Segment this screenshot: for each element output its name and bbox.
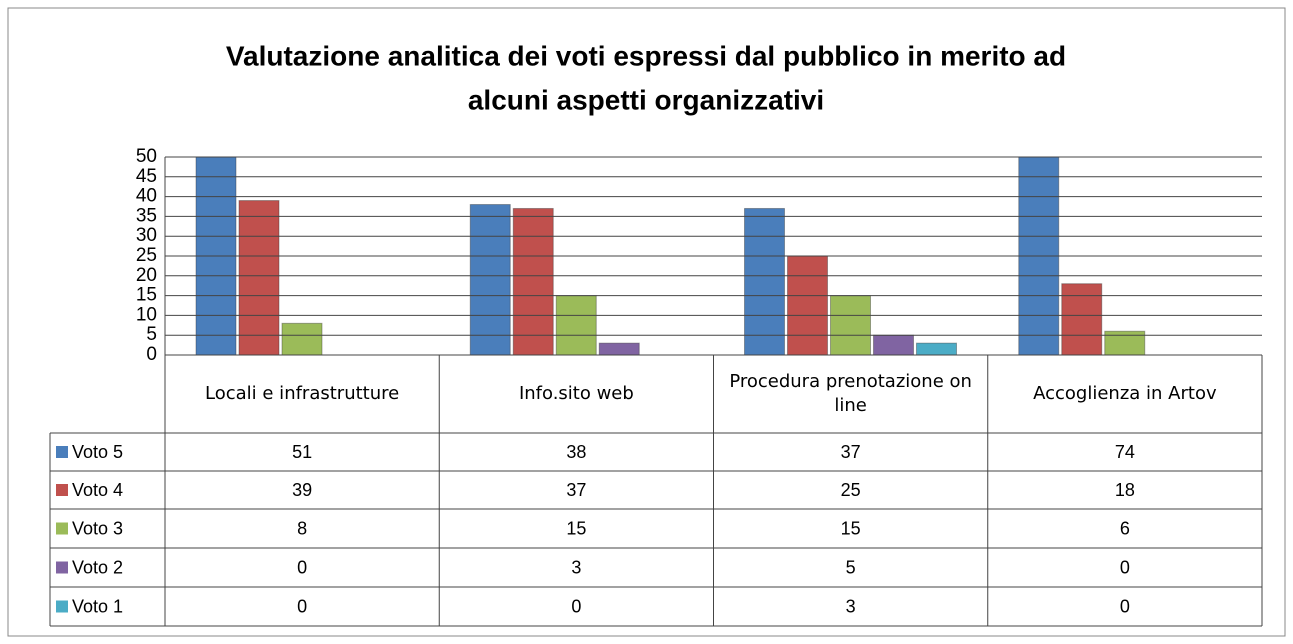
table-value: 74	[1115, 442, 1135, 462]
x-tick-label: Procedura prenotazione on line	[729, 371, 972, 416]
table-value: 3	[571, 557, 581, 577]
y-tick-label: 25	[136, 245, 157, 266]
legend-label: Voto 5	[72, 442, 123, 462]
y-tick-label: 20	[136, 265, 157, 286]
category-cell: Procedura prenotazione on line	[729, 371, 972, 416]
bar	[598, 342, 640, 355]
bar	[555, 295, 597, 355]
table-value: 39	[292, 480, 312, 500]
table-value: 8	[297, 518, 307, 538]
bar	[787, 255, 828, 355]
y-tick-label: 30	[136, 225, 157, 246]
bar	[1061, 283, 1103, 355]
bar	[195, 157, 237, 355]
y-tick-label: 0	[146, 344, 157, 365]
y-tick-label: 45	[136, 166, 157, 187]
table-value: 0	[297, 557, 307, 577]
table-value: 37	[841, 442, 861, 462]
table-value: 18	[1115, 480, 1135, 500]
bar	[469, 204, 511, 355]
legend-label: Voto 4	[72, 480, 123, 500]
table-value: 0	[571, 596, 581, 616]
bar	[238, 200, 280, 355]
bar	[916, 342, 957, 355]
table-value: 0	[1120, 596, 1130, 616]
category-cell: Accoglienza in Artov	[1033, 383, 1217, 404]
y-tick-label: 35	[136, 205, 157, 226]
table-value: 0	[1120, 557, 1130, 577]
legend-key	[56, 484, 68, 496]
legend-key	[56, 446, 68, 458]
bar	[830, 295, 871, 355]
bar	[512, 207, 554, 355]
legend-key	[56, 561, 68, 574]
legend-label: Voto 2	[72, 557, 123, 577]
legend-label: Voto 1	[72, 596, 123, 616]
bar	[873, 334, 914, 355]
y-tick-label: 40	[136, 186, 157, 207]
table-value: 38	[566, 442, 586, 462]
y-tick-label: 50	[136, 146, 157, 167]
table-value: 37	[566, 480, 586, 500]
bar	[281, 322, 323, 355]
legend-label: Voto 3	[72, 518, 123, 538]
table-value: 51	[292, 442, 312, 462]
table-value: 3	[846, 596, 856, 616]
bar	[744, 207, 785, 355]
y-tick-label: 10	[136, 304, 157, 325]
table-value: 5	[846, 557, 856, 577]
y-tick-label: 15	[136, 285, 157, 306]
x-tick-label: Locali e infrastrutture	[205, 383, 400, 404]
x-tick-label: Info.sito web	[518, 383, 634, 404]
table-value: 15	[841, 518, 861, 538]
category-cell: Locali e infrastrutture	[205, 383, 400, 404]
table-value: 6	[1120, 518, 1130, 538]
legend-key	[56, 600, 68, 613]
category-cell: Info.sito web	[518, 383, 634, 404]
chart-title: Valutazione analitica dei voti espressi …	[226, 40, 1066, 71]
table-value: 15	[566, 518, 586, 538]
x-tick-label: Accoglienza in Artov	[1033, 383, 1217, 404]
table-value: 25	[841, 480, 861, 500]
y-tick-label: 5	[146, 324, 157, 345]
chart-title: alcuni aspetti organizzativi	[468, 84, 824, 115]
table-value: 0	[297, 596, 307, 616]
legend-key	[56, 522, 68, 535]
